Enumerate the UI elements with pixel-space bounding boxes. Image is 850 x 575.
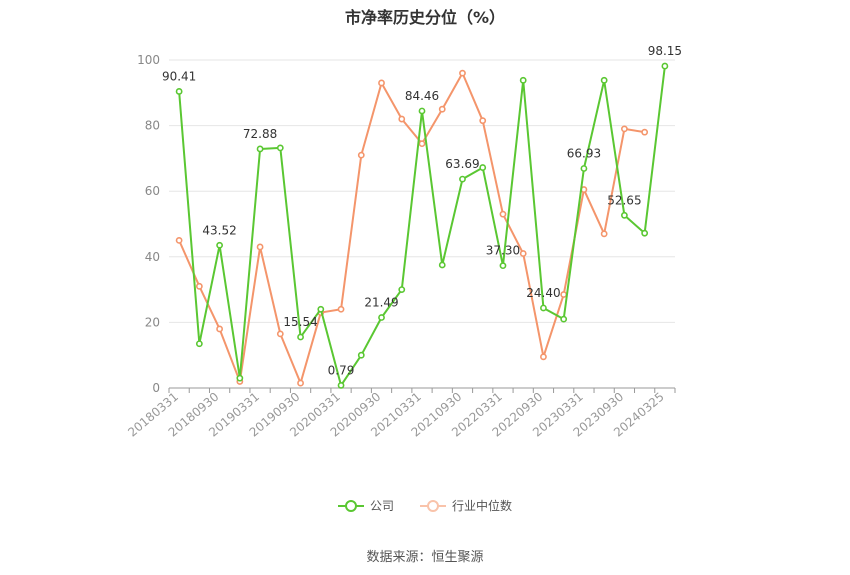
data-label: 37.30 bbox=[486, 244, 520, 258]
data-point-company bbox=[337, 382, 345, 389]
data-point-industry-median bbox=[216, 325, 223, 333]
data-label: 24.40 bbox=[526, 286, 560, 300]
data-point-industry-median bbox=[479, 117, 487, 125]
data-point-industry-median bbox=[438, 105, 446, 113]
data-point-company bbox=[661, 62, 669, 70]
data-point-industry-median bbox=[499, 210, 507, 218]
data-label: 84.46 bbox=[405, 89, 439, 103]
data-label: 0.79 bbox=[328, 363, 355, 377]
y-tick-label: 60 bbox=[145, 184, 160, 198]
chart-legend: 公司 行业中位数 bbox=[0, 497, 850, 514]
data-label: 72.88 bbox=[243, 127, 277, 141]
data-point-industry-median bbox=[378, 79, 385, 87]
data-point-industry-median bbox=[621, 125, 628, 133]
data-point-company bbox=[236, 374, 244, 382]
series-line-industry-median bbox=[178, 72, 645, 385]
y-tick-label: 20 bbox=[145, 315, 160, 329]
data-point-industry-median bbox=[600, 230, 608, 238]
legend-label-company: 公司 bbox=[369, 499, 394, 513]
data-point-industry-median bbox=[418, 140, 426, 148]
data-point-industry-median bbox=[540, 353, 547, 361]
legend-item-company[interactable]: 公司 bbox=[337, 497, 394, 514]
y-tick-label: 80 bbox=[145, 119, 160, 133]
data-point-company bbox=[621, 211, 628, 219]
data-point-company bbox=[641, 229, 649, 237]
data-point-company bbox=[276, 144, 284, 152]
data-point-company bbox=[438, 261, 446, 269]
data-point-company bbox=[479, 164, 487, 171]
y-tick-label: 100 bbox=[137, 53, 160, 67]
y-tick-label: 0 bbox=[152, 381, 160, 395]
data-point-company bbox=[499, 262, 507, 270]
data-point-company bbox=[540, 304, 547, 312]
data-point-company bbox=[560, 315, 568, 323]
data-source: 数据来源：恒生聚源 bbox=[366, 550, 484, 565]
data-point-company bbox=[378, 314, 385, 321]
data-point-company bbox=[398, 286, 406, 293]
data-point-industry-median bbox=[519, 250, 527, 257]
data-point-company bbox=[216, 241, 223, 249]
data-label: 63.69 bbox=[445, 157, 479, 171]
data-point-company bbox=[459, 175, 466, 183]
data-point-company bbox=[195, 340, 203, 348]
data-point-company bbox=[418, 107, 426, 115]
data-point-company bbox=[317, 305, 325, 313]
data-point-company bbox=[357, 351, 365, 359]
data-point-industry-median bbox=[276, 330, 284, 338]
data-point-company bbox=[519, 76, 527, 84]
data-point-industry-median bbox=[175, 236, 183, 244]
data-point-company bbox=[256, 145, 264, 153]
data-point-industry-median bbox=[560, 291, 568, 298]
data-point-company bbox=[297, 333, 304, 341]
data-point-company bbox=[600, 76, 608, 84]
data-label: 52.65 bbox=[607, 193, 641, 207]
legend-marker-company bbox=[337, 499, 364, 513]
data-point-industry-median bbox=[641, 128, 649, 136]
data-label: 98.15 bbox=[648, 44, 682, 58]
data-point-industry-median bbox=[297, 379, 304, 387]
data-point-industry-median bbox=[357, 151, 365, 159]
legend-item-industry-median[interactable]: 行业中位数 bbox=[420, 497, 512, 514]
data-point-industry-median bbox=[337, 305, 345, 313]
data-point-company bbox=[175, 88, 183, 95]
data-point-industry-median bbox=[256, 243, 264, 251]
data-label: 90.41 bbox=[162, 69, 196, 83]
y-tick-label: 40 bbox=[145, 250, 160, 264]
data-label: 43.52 bbox=[202, 223, 236, 237]
data-label: 21.49 bbox=[364, 296, 398, 310]
data-point-company bbox=[580, 165, 588, 172]
data-point-industry-median bbox=[459, 69, 466, 77]
data-label: 66.93 bbox=[567, 146, 601, 160]
legend-label-industry-median: 行业中位数 bbox=[452, 499, 513, 513]
data-label: 15.54 bbox=[283, 315, 317, 329]
data-point-industry-median bbox=[398, 115, 406, 123]
data-point-industry-median bbox=[195, 282, 203, 290]
chart-title: 市净率历史分位（%） bbox=[344, 8, 506, 27]
legend-marker-industry-median bbox=[420, 499, 446, 513]
